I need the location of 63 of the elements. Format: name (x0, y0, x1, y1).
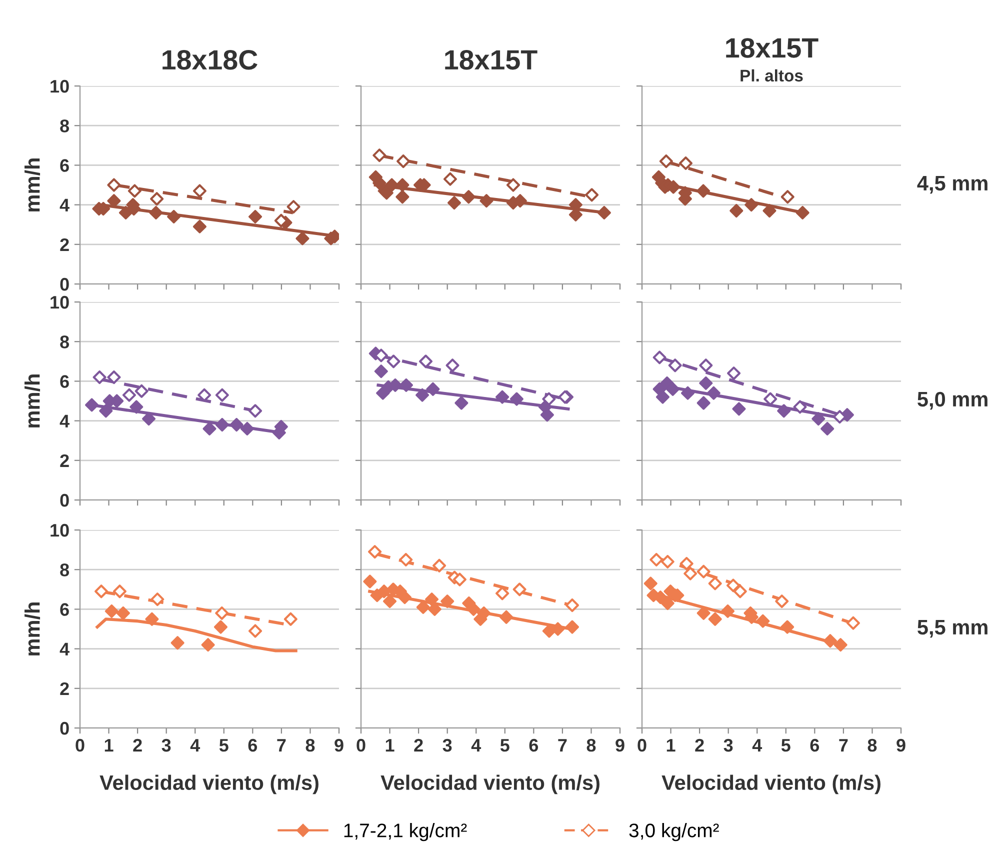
x-tick-label: 6 (529, 738, 538, 752)
x-tick-label: 9 (616, 738, 624, 752)
legend-label: 1,7-2,1 kg/cm² (344, 823, 467, 842)
chart-title: 18x15T (726, 38, 818, 58)
x-axis-title: Velocidad viento (m/s) (380, 774, 600, 794)
x-tick-label: 8 (306, 738, 315, 752)
y-axis-title: mm/h (24, 374, 40, 428)
chart-title: 18x18C (162, 50, 258, 70)
x-axis-title: Velocidad viento (m/s) (100, 774, 318, 794)
x-tick-label: 1 (104, 739, 114, 752)
x-tick-label: 2 (414, 738, 423, 752)
x-tick-label: 1 (666, 739, 676, 752)
chart-title: 18x15T (445, 50, 538, 70)
x-tick-label: 9 (334, 738, 344, 752)
y-tick-label: 10 (50, 80, 69, 93)
y-tick-label: 6 (60, 159, 69, 172)
y-tick-label: 6 (60, 375, 69, 388)
chart-subtitle: Pl. altos (740, 69, 803, 82)
x-axis-title: Velocidad viento (m/s) (662, 774, 880, 794)
y-tick-label: 0 (60, 494, 69, 507)
x-tick-label: 2 (695, 738, 704, 752)
y-tick-label: 8 (60, 564, 70, 576)
x-tick-label: 2 (133, 738, 142, 752)
y-axis-title: mm/h (24, 602, 40, 656)
y2-axis-title: 4,5 mm (917, 176, 988, 194)
y-tick-label: 4 (60, 642, 70, 656)
x-tick-label: 4 (471, 739, 482, 752)
x-tick-label: 0 (638, 738, 646, 752)
x-tick-label: 0 (76, 738, 84, 752)
y-tick-label: 0 (60, 722, 69, 735)
y-axis-title: mm/h (24, 158, 40, 212)
x-tick-label: 7 (558, 739, 567, 752)
x-tick-label: 5 (781, 739, 790, 752)
x-tick-label: 0 (356, 738, 366, 752)
x-tick-label: 6 (248, 738, 258, 752)
y-tick-label: 2 (60, 454, 69, 467)
y-tick-label: 4 (60, 198, 70, 212)
x-tick-label: 5 (219, 739, 228, 752)
y-tick-label: 8 (60, 336, 70, 348)
y-tick-label: 10 (50, 296, 69, 309)
x-tick-label: 9 (896, 738, 906, 752)
y-tick-label: 4 (60, 414, 70, 428)
y-tick-label: 6 (60, 603, 69, 616)
x-tick-label: 8 (586, 738, 596, 752)
x-tick-label: 3 (724, 738, 733, 752)
x-tick-label: 7 (839, 739, 848, 752)
y-tick-label: 2 (60, 238, 69, 251)
x-tick-label: 8 (868, 738, 877, 752)
x-tick-label: 7 (277, 739, 286, 752)
y2-axis-title: 5,0 mm (918, 392, 988, 410)
y-tick-label: 8 (60, 120, 70, 132)
y-tick-label: 0 (60, 278, 69, 291)
x-tick-label: 1 (386, 739, 394, 752)
y2-axis-title: 5,5 mm (918, 620, 988, 638)
y-tick-label: 10 (50, 524, 69, 537)
x-tick-label: 4 (752, 739, 762, 752)
x-tick-label: 3 (162, 738, 171, 752)
x-tick-label: 5 (500, 739, 510, 752)
x-tick-label: 4 (190, 739, 200, 752)
legend-label: 3,0 kg/cm² (629, 823, 719, 842)
x-tick-label: 3 (442, 738, 452, 752)
x-tick-label: 6 (810, 738, 820, 752)
y-tick-label: 2 (60, 682, 69, 695)
